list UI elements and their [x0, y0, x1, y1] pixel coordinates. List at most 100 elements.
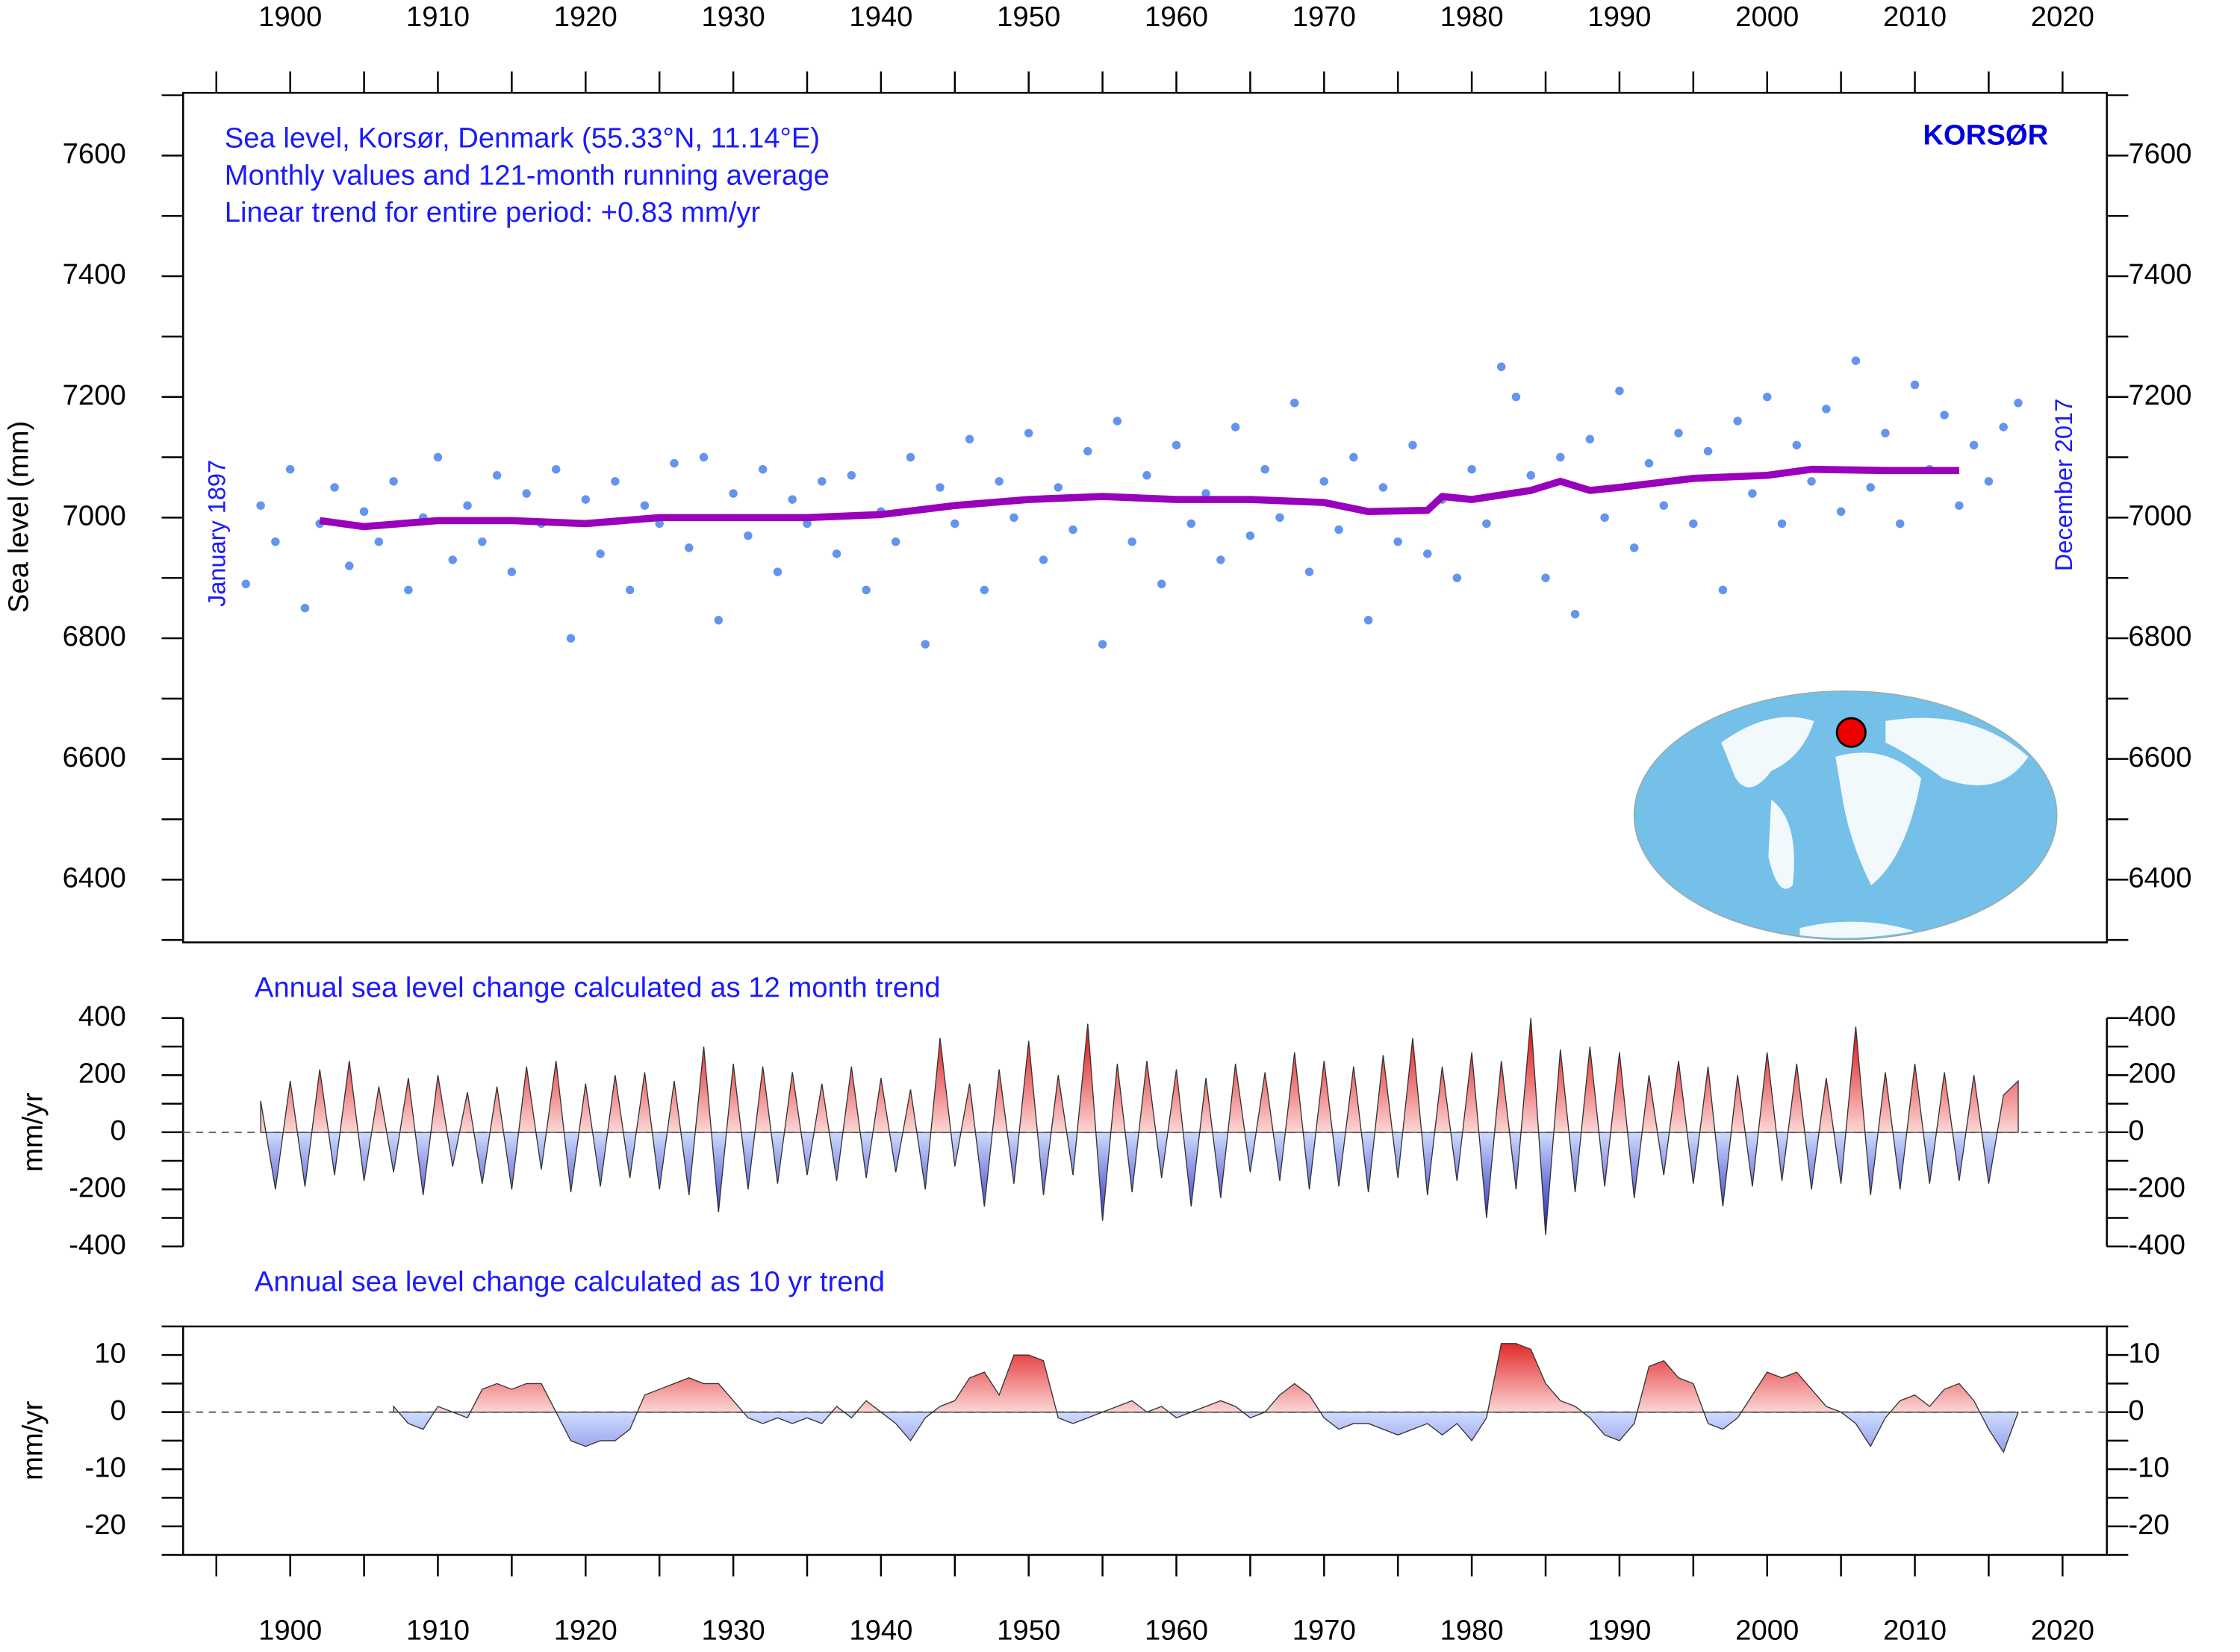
data-point	[1585, 434, 1595, 444]
y-tick-label: 400	[2128, 1000, 2176, 1032]
y-tick-label: 6600	[63, 741, 126, 773]
data-point	[1896, 519, 1905, 529]
data-point	[1408, 440, 1417, 450]
x-tick-label: 1980	[1440, 1, 1504, 33]
x-tick-label: 2000	[1735, 1614, 1799, 1646]
data-point	[1496, 362, 1506, 372]
data-point	[1910, 380, 1920, 390]
data-point	[1807, 477, 1816, 486]
data-point	[803, 519, 812, 529]
y-tick-label: 6800	[63, 620, 126, 652]
y-tick-label: -10	[84, 1451, 125, 1483]
x-tick-label: 1940	[849, 1614, 912, 1646]
data-point	[906, 452, 915, 462]
data-point	[729, 489, 738, 498]
data-point	[1600, 513, 1609, 523]
data-point	[1703, 446, 1713, 456]
data-point	[1748, 489, 1757, 498]
y-tick-label: -400	[2128, 1229, 2185, 1261]
data-point	[1216, 555, 1225, 564]
data-point	[699, 452, 709, 462]
y-tick-label: 7200	[2128, 379, 2191, 411]
data-point	[1851, 356, 1861, 365]
data-point	[1541, 573, 1550, 582]
y-tick-label: 400	[78, 1000, 126, 1032]
data-point	[1467, 464, 1476, 474]
data-point	[1866, 483, 1875, 492]
data-point	[345, 561, 354, 570]
y-tick-label: -200	[69, 1171, 126, 1203]
data-point	[1349, 452, 1358, 462]
location-map	[1633, 690, 2058, 941]
data-point	[1570, 609, 1580, 619]
data-point	[1113, 417, 1122, 426]
data-point	[611, 477, 620, 486]
start-date: January 1897	[204, 460, 231, 607]
chart-title: Sea level, Korsør, Denmark (55.33°N, 11.…	[225, 122, 820, 155]
x-tick-label: 1930	[702, 1614, 765, 1646]
x-tick-label: 1930	[702, 1, 765, 33]
x-tick-label: 1900	[258, 1, 322, 33]
x-tick-label: 2020	[2031, 1, 2094, 33]
data-point	[1172, 440, 1181, 450]
data-point	[1393, 537, 1402, 546]
data-point	[1068, 525, 1077, 534]
y-axis-label: mm/yr	[16, 1092, 49, 1171]
data-point	[1201, 489, 1210, 498]
data-point	[640, 501, 650, 510]
y-tick-label: 7200	[63, 379, 126, 411]
data-point	[744, 531, 753, 540]
data-point	[847, 471, 856, 480]
y-tick-label: -200	[2128, 1171, 2185, 1203]
data-point	[463, 501, 472, 510]
data-point	[1984, 477, 1994, 486]
x-tick-label: 1950	[997, 1614, 1060, 1646]
y-tick-label: 0	[2128, 1394, 2144, 1427]
data-point	[522, 489, 531, 498]
y-tick-label: 0	[2128, 1115, 2144, 1147]
data-point	[330, 483, 339, 492]
data-point	[685, 543, 694, 552]
x-tick-label: 1990	[1587, 1, 1651, 33]
y-axis-label: mm/yr	[16, 1401, 49, 1480]
x-tick-label: 2020	[2031, 1614, 2094, 1646]
data-point	[891, 537, 900, 546]
y-tick-label: 7400	[63, 258, 126, 290]
data-point	[1304, 567, 1314, 576]
y-tick-label: -10	[2128, 1451, 2169, 1483]
data-point	[862, 585, 871, 595]
data-point	[625, 585, 635, 595]
data-point	[1955, 501, 1964, 510]
data-point	[1423, 549, 1432, 558]
data-point	[1822, 405, 1831, 414]
x-tick-label: 1990	[1587, 1614, 1651, 1646]
y-axis-label: Sea level (mm)	[2, 421, 34, 613]
y-tick-label: 7600	[2128, 137, 2191, 169]
y-tick-label: 7400	[2128, 258, 2191, 290]
data-point	[1378, 483, 1388, 492]
data-point	[1186, 519, 1196, 529]
data-point	[1009, 513, 1018, 523]
data-point	[1334, 525, 1343, 534]
data-point	[1969, 440, 1979, 450]
y-tick-label: 0	[110, 1115, 125, 1147]
data-point	[1762, 392, 1772, 402]
y-tick-label: 10	[94, 1337, 126, 1369]
panel-title: Annual sea level change calculated as 12…	[255, 972, 941, 1004]
y-tick-label: 10	[2128, 1337, 2160, 1369]
x-tick-label: 1970	[1292, 1614, 1356, 1646]
data-point	[566, 634, 576, 643]
data-point	[478, 537, 487, 546]
data-point	[271, 537, 280, 546]
data-point	[389, 477, 398, 486]
data-point	[359, 507, 369, 517]
chart-subtitle: Linear trend for entire period: +0.83 mm…	[225, 196, 761, 228]
data-point	[404, 585, 413, 595]
end-date: December 2017	[2050, 399, 2077, 571]
data-point	[965, 434, 974, 444]
y-tick-label: 6800	[2128, 620, 2191, 652]
panel-title: Annual sea level change calculated as 10…	[255, 1266, 885, 1298]
data-point	[995, 477, 1004, 486]
data-point	[1644, 458, 1654, 468]
data-point	[818, 477, 827, 486]
